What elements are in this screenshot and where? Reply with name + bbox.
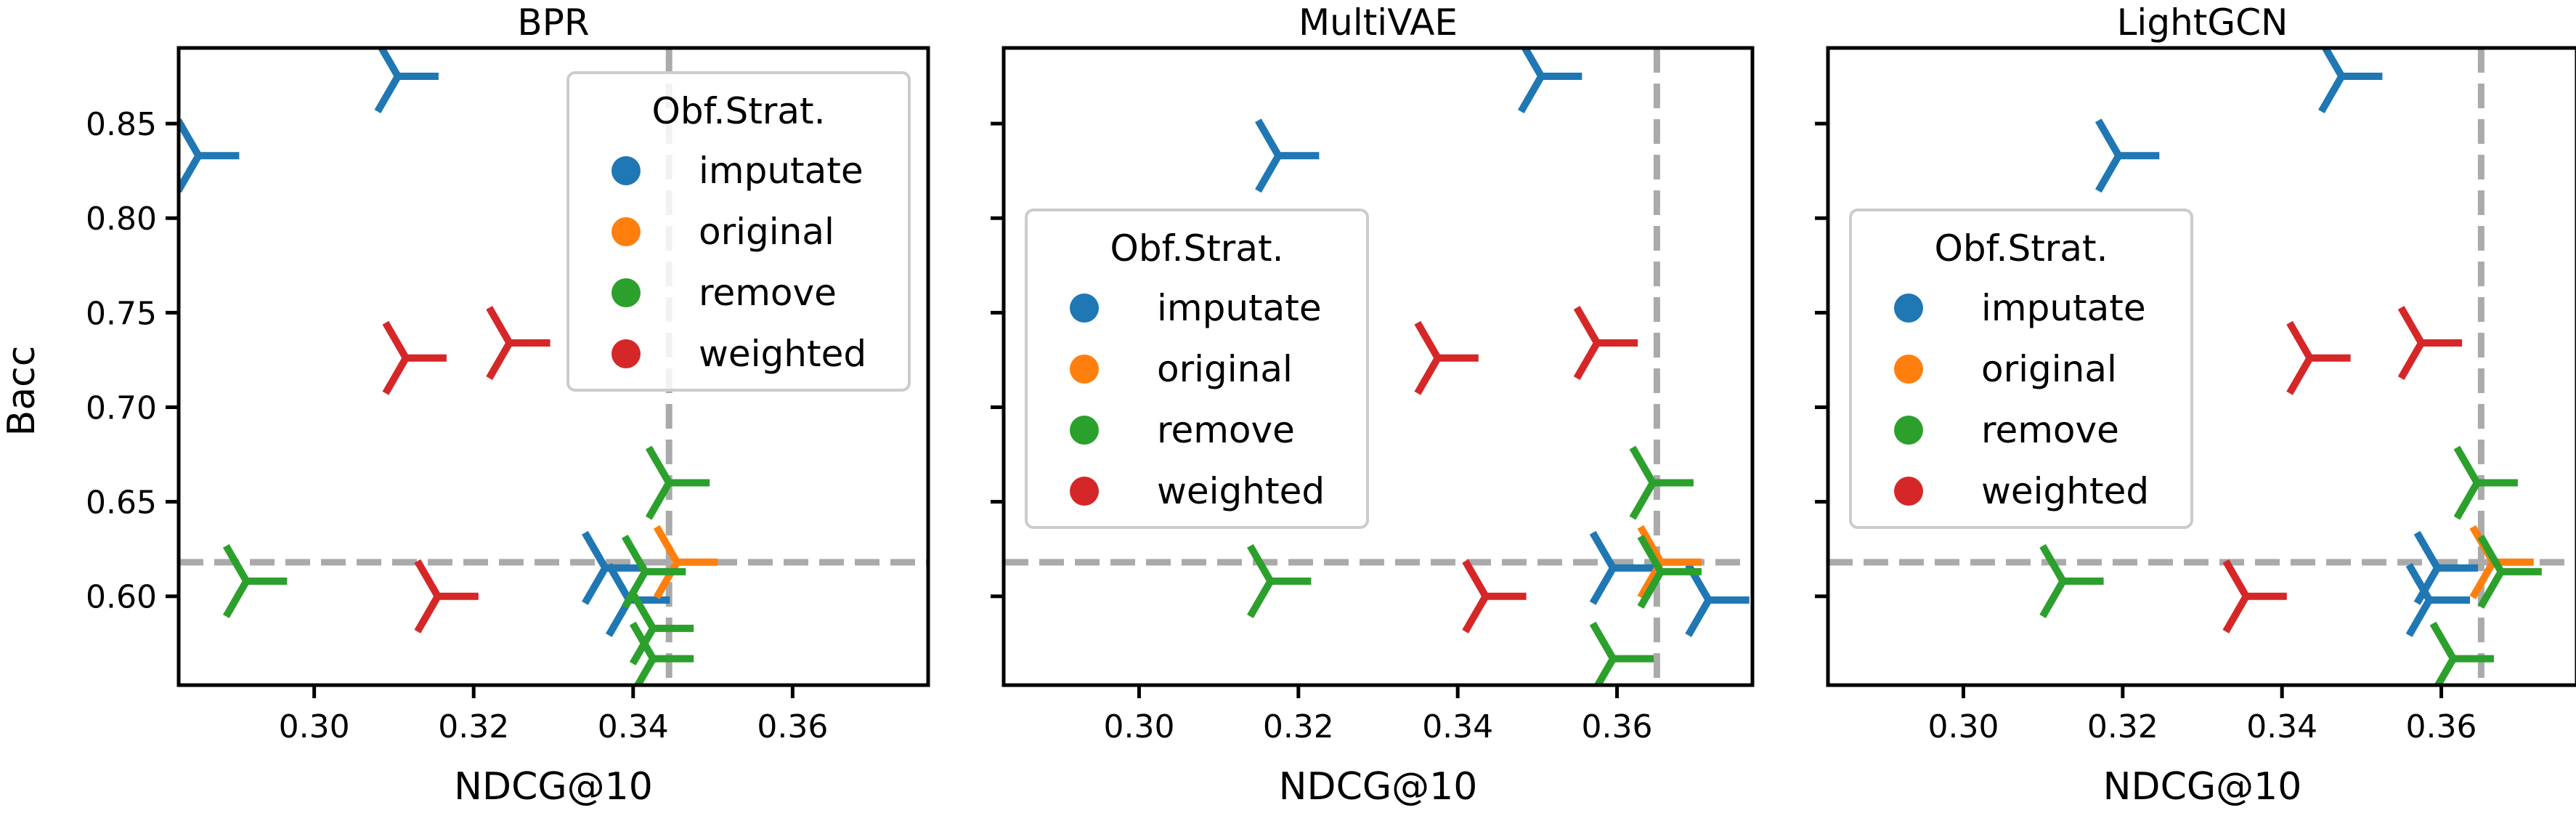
- legend-swatch-imputate: [612, 156, 641, 185]
- marker-imputate: [1517, 48, 1582, 113]
- marker-remove: [621, 534, 686, 609]
- marker-weighted: [414, 559, 479, 634]
- legend-label-original: original: [1981, 348, 2117, 390]
- x-tick-label: 0.36: [2406, 708, 2477, 745]
- marker-remove: [222, 543, 288, 618]
- legend-swatch-remove: [1070, 416, 1099, 445]
- panel-bpr: BPR 0.30 0.32 0.34 0.36 NDCG@10 0.60 0.65 0.70 0.…: [86, 1, 930, 809]
- marker-remove: [1589, 621, 1654, 685]
- legend-swatch-remove: [1894, 416, 1923, 445]
- legend-swatch-remove: [612, 278, 641, 307]
- axes-frame: [1826, 46, 2576, 687]
- marker-imputate: [1589, 530, 1654, 605]
- legend: Obf.Strat. imputate original remove weighted: [1849, 209, 2193, 529]
- legend-box: [1025, 209, 1369, 529]
- x-tick-label: 0.34: [2246, 708, 2317, 745]
- marker-imputate: [2318, 48, 2383, 113]
- marker-remove: [645, 445, 710, 520]
- axes-frame: [176, 46, 930, 687]
- panel-lightgcn: LightGCN 0.30 0.32 0.34 0.36 NDCG@10 Obf.Strat…: [1815, 1, 2576, 809]
- marker-remove: [2477, 534, 2542, 609]
- legend-label-imputate: imputate: [1157, 287, 1322, 329]
- legend-label-original: original: [1157, 348, 1293, 390]
- panel-title: MultiVAE: [1299, 1, 1458, 44]
- legend-label-weighted: weighted: [1981, 470, 2149, 512]
- x-tick-label: 0.32: [1263, 708, 1334, 745]
- legend-label-weighted: weighted: [699, 333, 866, 375]
- legend-title: Obf.Strat.: [652, 90, 826, 132]
- legend-title: Obf.Strat.: [1935, 227, 2108, 270]
- y-tick-label: 0.65: [86, 485, 157, 522]
- marker-weighted: [2286, 320, 2351, 395]
- legend-box: [566, 71, 911, 392]
- marker-weighted: [1573, 306, 1638, 380]
- y-tick-label: 0.60: [86, 579, 157, 616]
- marker-weighted: [486, 306, 550, 380]
- legend-label-remove: remove: [699, 272, 837, 314]
- x-axis-label: NDCG@10: [2103, 765, 2302, 809]
- marker-remove: [2453, 445, 2518, 520]
- marker-weighted: [2397, 306, 2463, 380]
- legend-label-remove: remove: [1157, 409, 1295, 451]
- marker-weighted: [1462, 559, 1527, 634]
- y-tick-label: 0.85: [86, 106, 157, 143]
- legend: Obf.Strat. imputate original remove weighted: [1025, 209, 1369, 529]
- legend-title: Obf.Strat.: [1110, 227, 1284, 270]
- y-tick-label: 0.80: [86, 201, 157, 238]
- x-tick-label: 0.34: [1422, 708, 1493, 745]
- x-tick-label: 0.30: [1103, 708, 1174, 745]
- marker-weighted: [2222, 559, 2287, 634]
- x-axis-label: NDCG@10: [454, 765, 653, 809]
- legend-swatch-original: [612, 217, 641, 246]
- marker-remove: [2429, 621, 2494, 685]
- y-axis-label: Bacc: [0, 346, 44, 437]
- x-tick-label: 0.30: [1927, 708, 1999, 745]
- panel-title: LightGCN: [2117, 1, 2288, 44]
- x-tick-label: 0.36: [757, 708, 828, 745]
- x-tick-label: 0.30: [279, 708, 350, 745]
- plot-area: [1828, 48, 2576, 685]
- legend-label-remove: remove: [1981, 409, 2119, 451]
- legend-swatch-weighted: [612, 339, 641, 368]
- marker-imputate: [1255, 118, 1320, 193]
- marker-remove: [1247, 543, 1312, 618]
- axes-frame: [1001, 46, 1755, 687]
- marker-imputate: [2413, 530, 2479, 605]
- plot-area: [1004, 48, 1752, 685]
- legend-swatch-weighted: [1894, 477, 1923, 506]
- panel-multivae: MultiVAE 0.30 0.32 0.34 0.36 NDCG@10 Obf.Strat…: [991, 1, 1755, 809]
- legend-swatch-original: [1894, 355, 1923, 384]
- legend: Obf.Strat. imputate original remove weighted: [566, 71, 911, 392]
- legend-swatch-imputate: [1894, 294, 1923, 323]
- marker-imputate: [2405, 562, 2471, 637]
- legend-label-original: original: [699, 211, 834, 253]
- legend-swatch-imputate: [1070, 294, 1099, 323]
- marker-imputate: [374, 48, 439, 113]
- marker-imputate: [2094, 118, 2160, 193]
- marker-remove: [2039, 543, 2104, 618]
- plot-area: [179, 48, 928, 685]
- legend-label-imputate: imputate: [1981, 287, 2146, 329]
- x-tick-label: 0.36: [1582, 708, 1653, 745]
- x-tick-label: 0.34: [598, 708, 669, 745]
- panel-title: BPR: [517, 1, 589, 44]
- marker-remove: [1629, 445, 1694, 520]
- legend-swatch-weighted: [1070, 477, 1099, 506]
- x-tick-label: 0.32: [438, 708, 509, 745]
- y-tick-label: 0.75: [86, 295, 157, 332]
- marker-weighted: [382, 320, 447, 395]
- marker-remove: [1637, 534, 1702, 609]
- marker-imputate: [179, 118, 240, 193]
- x-axis-label: NDCG@10: [1279, 765, 1478, 809]
- x-tick-label: 0.32: [2087, 708, 2158, 745]
- legend-box: [1849, 209, 2193, 529]
- marker-remove: [629, 621, 694, 685]
- y-tick-label: 0.70: [86, 389, 157, 426]
- marker-original: [653, 525, 718, 599]
- marker-weighted: [1414, 320, 1479, 395]
- legend-swatch-original: [1070, 355, 1099, 384]
- legend-label-weighted: weighted: [1157, 470, 1325, 512]
- legend-label-imputate: imputate: [699, 150, 864, 192]
